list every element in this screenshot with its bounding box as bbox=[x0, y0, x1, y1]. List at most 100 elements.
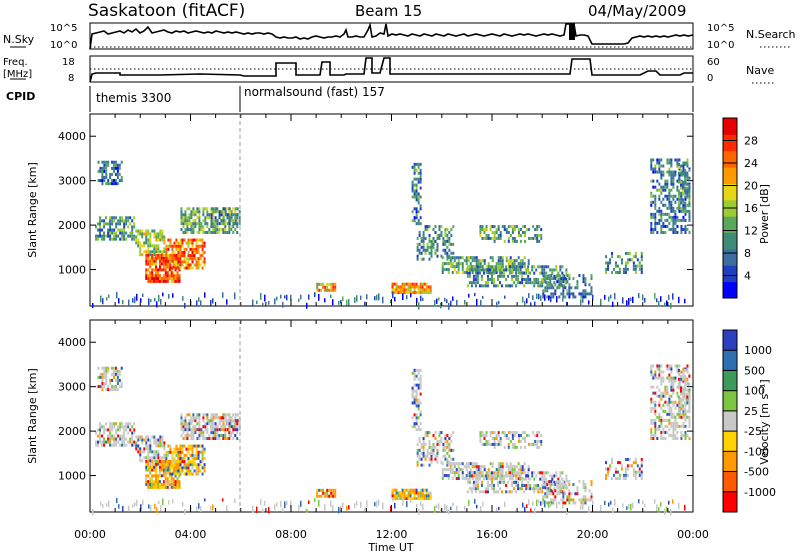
power-cell bbox=[482, 268, 485, 272]
velocity-cell bbox=[478, 471, 481, 475]
power-cell bbox=[590, 292, 593, 296]
velocity-cell bbox=[654, 421, 657, 425]
power-cell bbox=[186, 216, 189, 220]
velocity-cell bbox=[664, 391, 667, 395]
power-cell bbox=[545, 281, 548, 285]
power-cell bbox=[153, 244, 156, 248]
power-cell bbox=[151, 271, 154, 275]
cpid-themis: themis 3300 bbox=[96, 91, 171, 105]
power-cell bbox=[670, 158, 673, 162]
velocity-cell bbox=[497, 483, 500, 487]
velocity-cell bbox=[197, 469, 200, 473]
velocity-cell bbox=[547, 480, 550, 484]
velocity-cell bbox=[422, 439, 425, 443]
power-cell bbox=[536, 228, 539, 232]
power-cell bbox=[147, 241, 150, 245]
velocity-cell bbox=[446, 445, 449, 449]
power-cell bbox=[326, 285, 329, 289]
velocity-cell bbox=[419, 410, 422, 414]
power-cell bbox=[413, 216, 416, 220]
velocity-cell bbox=[206, 416, 209, 420]
power-cell bbox=[472, 268, 475, 272]
velocity-cell bbox=[670, 370, 673, 374]
power-cell bbox=[210, 210, 213, 214]
power-cell bbox=[290, 294, 292, 301]
x-tick-labels: 00:00 04:00 08:00 12:00 16:00 20:00 00:00 bbox=[74, 528, 709, 541]
velocity-cell bbox=[472, 474, 475, 478]
power-cell bbox=[570, 292, 573, 296]
velocity-cell bbox=[165, 460, 168, 464]
velocity-cell bbox=[332, 491, 335, 495]
velocity-cell bbox=[684, 397, 687, 401]
colorbar-swatch bbox=[723, 471, 737, 493]
velocity-cell bbox=[674, 376, 677, 380]
power-cell bbox=[586, 292, 589, 296]
velocity-cell bbox=[576, 486, 579, 490]
colorbar-swatch bbox=[723, 248, 737, 266]
velocity-cell bbox=[484, 474, 487, 478]
power-cell bbox=[420, 236, 423, 240]
power-cell bbox=[650, 194, 653, 198]
velocity-cell bbox=[419, 494, 422, 498]
power-cell bbox=[125, 237, 128, 241]
power-cell bbox=[511, 228, 514, 232]
velocity-cell bbox=[664, 409, 667, 413]
power-cell bbox=[537, 281, 540, 285]
velocity-cell bbox=[191, 463, 194, 467]
power-cell bbox=[684, 177, 687, 181]
velocity-cell bbox=[682, 404, 685, 408]
power-cell bbox=[415, 189, 418, 193]
velocity-cell bbox=[547, 487, 550, 491]
velocity-cell bbox=[476, 474, 479, 478]
velocity-cell bbox=[199, 469, 202, 473]
power-cell bbox=[658, 167, 661, 171]
velocity-cell bbox=[476, 487, 479, 491]
velocity-cell bbox=[376, 500, 378, 508]
power-cell bbox=[157, 244, 160, 248]
velocity-cell bbox=[686, 392, 689, 396]
velocity-cell bbox=[466, 471, 469, 475]
power-cell bbox=[682, 227, 685, 231]
power-cell bbox=[118, 298, 120, 304]
velocity-cell bbox=[499, 474, 502, 478]
power-cell bbox=[153, 229, 156, 233]
power-cell bbox=[228, 222, 231, 226]
power-cell bbox=[428, 245, 431, 249]
velocity-cell bbox=[115, 428, 118, 432]
velocity-cell bbox=[162, 483, 165, 486]
power-cell bbox=[409, 285, 412, 289]
power-cell bbox=[197, 247, 200, 251]
power-cell bbox=[670, 173, 673, 177]
velocity-cell bbox=[234, 434, 237, 438]
power-cell bbox=[461, 262, 464, 266]
power-cell bbox=[151, 262, 154, 266]
velocity-cell bbox=[179, 457, 182, 460]
velocity-cell bbox=[186, 428, 189, 432]
velocity-cell bbox=[195, 463, 198, 467]
velocity-cell bbox=[678, 412, 681, 416]
velocity-cell bbox=[115, 431, 118, 435]
velocity-cell bbox=[576, 492, 579, 496]
power-cell bbox=[182, 219, 185, 223]
velocity-cell bbox=[497, 434, 500, 438]
power-cell bbox=[115, 237, 118, 241]
power-cell bbox=[424, 248, 427, 252]
velocity-cell bbox=[162, 465, 165, 469]
power-cell bbox=[176, 279, 179, 283]
velocity-cell bbox=[107, 369, 110, 373]
power-cell bbox=[662, 203, 665, 207]
velocity-cell bbox=[403, 497, 406, 500]
velocity-cell bbox=[354, 503, 356, 509]
power-cell bbox=[666, 197, 669, 201]
velocity-cell bbox=[563, 483, 566, 487]
velocity-cell bbox=[160, 483, 163, 486]
power-cell bbox=[513, 259, 516, 263]
power-cell bbox=[470, 284, 473, 288]
velocity-cell bbox=[497, 439, 500, 443]
power-cell bbox=[173, 263, 176, 267]
velocity-cell bbox=[420, 457, 423, 461]
velocity-cell bbox=[206, 437, 209, 440]
velocity-cell bbox=[451, 477, 454, 480]
power-cell bbox=[497, 236, 500, 240]
velocity-cell bbox=[480, 506, 482, 512]
